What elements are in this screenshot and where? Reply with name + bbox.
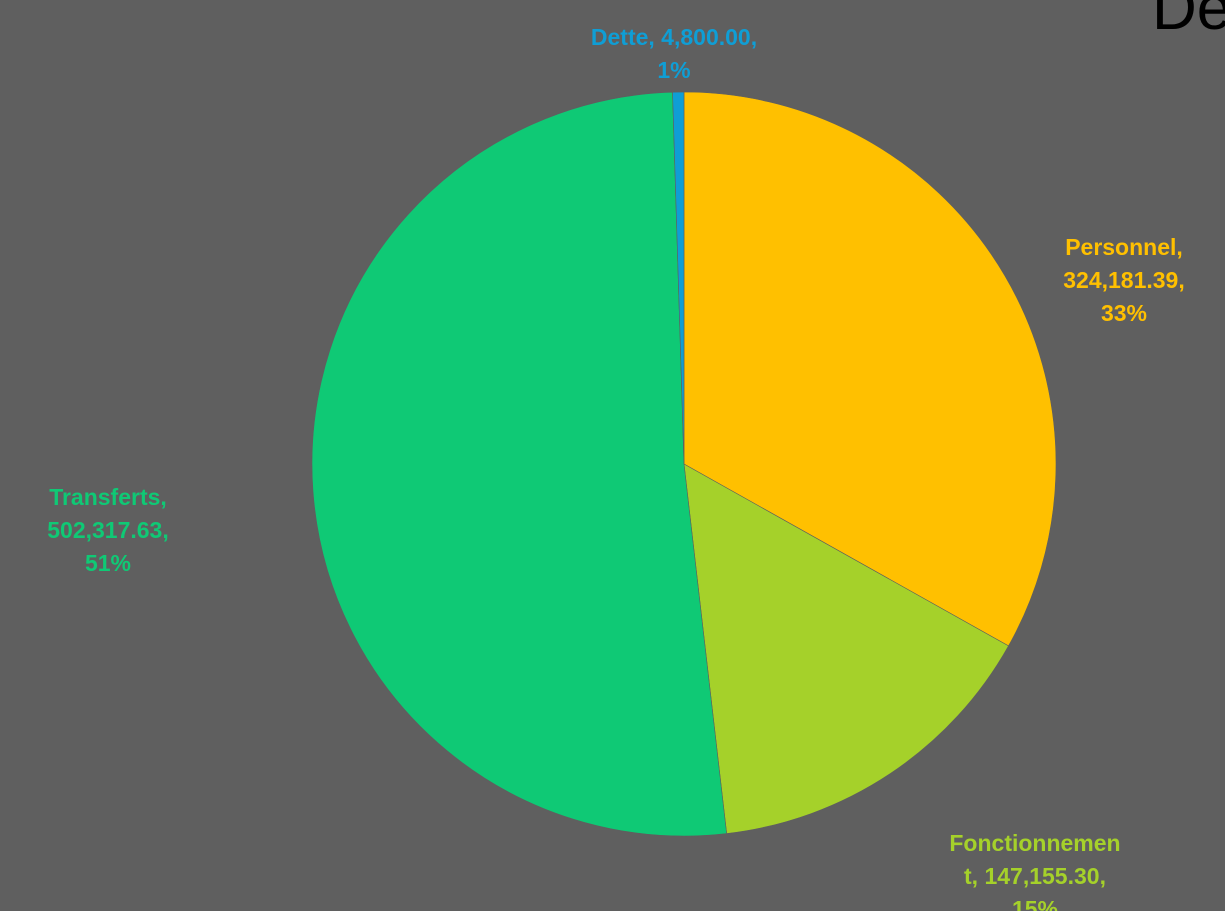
data-label-line: 324,181.39, [1063,267,1185,293]
data-label-line: Fonctionnemen [949,830,1121,856]
data-label-line: 33% [1100,300,1148,326]
data-label-line: 15% [1011,896,1059,911]
data-label-line: Transferts, [49,484,167,510]
data-label-transferts: Transferts, 502,317.63, 51% [0,481,216,580]
data-label-line: 502,317.63, [47,517,169,543]
data-label-line: 51% [84,550,132,576]
data-label-line: Dette, 4,800.00, [590,24,758,50]
pie-slice-fonctionnement [683,463,1009,834]
chart-title-fragment: De [1152,0,1225,43]
pie-slice-transferts [311,91,727,837]
data-label-personnel: Personnel, 324,181.39, 33% [1014,231,1225,330]
data-label-fonctionnement: Fonctionnemen t, 147,155.30, 15% [895,827,1175,911]
data-label-line: Personnel, [1065,234,1183,260]
pie-slice-dette [672,91,685,465]
data-label-line: t, 147,155.30, [964,863,1106,889]
data-label-dette: Dette, 4,800.00, 1% [524,21,824,87]
pie-slice-personnel [683,91,1057,647]
data-label-line: 1% [657,57,691,83]
